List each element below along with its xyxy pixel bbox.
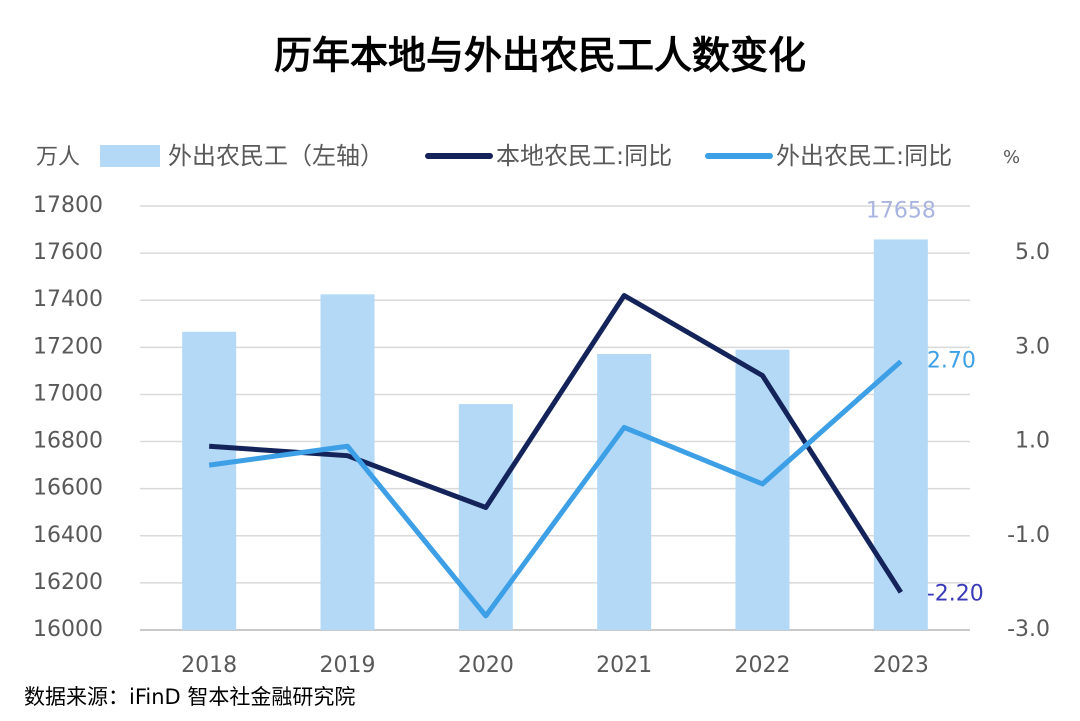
x-tick-label: 2019 xyxy=(320,653,376,678)
y2-tick-label: -1.0 xyxy=(1007,523,1050,548)
y-tick-label: 17000 xyxy=(33,381,103,406)
bar xyxy=(735,349,790,630)
x-tick-label: 2021 xyxy=(596,653,652,678)
y-tick-label: 17600 xyxy=(33,240,103,265)
value-label: 17658 xyxy=(866,198,936,223)
y-tick-label: 17200 xyxy=(33,334,103,359)
y-tick-label: 16600 xyxy=(33,476,103,501)
y-tick-label: 16400 xyxy=(33,523,103,548)
y2-tick-label: 3.0 xyxy=(1015,334,1050,359)
source: 数据来源：iFinD 智本社金融研究院 xyxy=(24,685,355,709)
y-tick-label: 16000 xyxy=(33,617,103,642)
y-tick-label: 17800 xyxy=(33,193,103,218)
y-tick-label: 17400 xyxy=(33,287,103,312)
chart-title: 历年本地与外出农民工人数变化 xyxy=(274,34,806,78)
legend-label: 外出农民工（左轴） xyxy=(168,142,384,170)
line xyxy=(208,293,903,594)
y-tick-label: 16200 xyxy=(33,570,103,595)
x-tick-label: 2020 xyxy=(458,653,514,678)
x-tick-label: 2023 xyxy=(873,653,929,678)
line xyxy=(208,359,903,619)
y2-tick-label: 1.0 xyxy=(1015,429,1050,454)
bar xyxy=(873,239,928,630)
bar xyxy=(182,331,237,630)
x-tick-label: 2018 xyxy=(181,653,237,678)
x-tick-label: 2022 xyxy=(735,653,791,678)
value-label: 2.70 xyxy=(927,348,976,373)
y2-tick-label: -3.0 xyxy=(1007,617,1050,642)
legend-swatch xyxy=(100,145,160,167)
y2-tick-label: 5.0 xyxy=(1015,240,1050,265)
legend-label: 本地农民工:同比 xyxy=(496,142,672,170)
y-tick-label: 16800 xyxy=(33,429,103,454)
legend-label: 外出农民工:同比 xyxy=(776,142,952,170)
bar xyxy=(597,353,652,630)
y2-unit: % xyxy=(1003,147,1020,168)
value-label: -2.20 xyxy=(927,581,984,606)
y-unit: 万人 xyxy=(36,145,80,170)
